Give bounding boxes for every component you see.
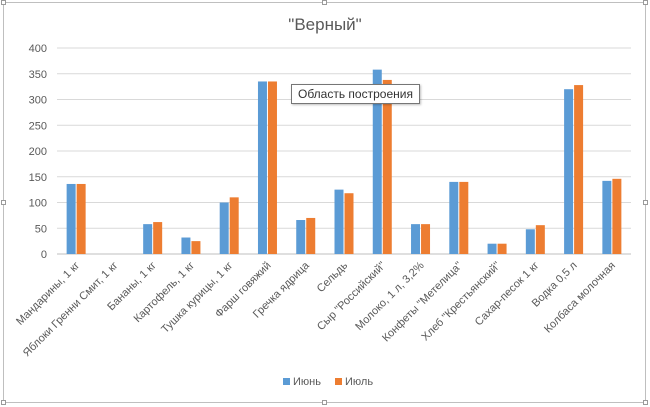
bar[interactable] — [344, 193, 354, 254]
bar[interactable] — [334, 189, 344, 254]
plot-area[interactable] — [66, 69, 622, 255]
bar[interactable] — [219, 202, 229, 255]
bar[interactable] — [372, 69, 382, 254]
y-tick-label: 150 — [29, 172, 47, 184]
bar[interactable] — [612, 178, 622, 254]
x-tick-label: Сыр "Российский" — [315, 260, 388, 333]
gridlines — [57, 47, 631, 255]
y-tick-label: 300 — [29, 95, 47, 107]
bar[interactable] — [487, 243, 497, 254]
resize-handle-top-right[interactable] — [643, 0, 648, 5]
x-tick-label: Мандарины, 1 кг — [14, 260, 82, 328]
tooltip: Область построения — [291, 84, 420, 104]
bar[interactable] — [411, 224, 421, 254]
bar[interactable] — [306, 217, 316, 254]
legend-label: Июнь — [293, 376, 321, 388]
bar[interactable] — [181, 237, 191, 254]
y-tick-label: 50 — [35, 223, 47, 235]
y-axis-ticks: 0 50 100 150 200 250 300 350 400 — [29, 43, 47, 261]
bar[interactable] — [459, 181, 469, 254]
bar[interactable] — [229, 197, 239, 254]
legend[interactable]: Июнь Июль — [283, 376, 373, 388]
resize-handle-top-left[interactable] — [1, 0, 6, 5]
resize-handle-bottom-left[interactable] — [1, 400, 6, 405]
bar[interactable] — [602, 180, 612, 254]
bar[interactable] — [449, 181, 459, 254]
y-tick-label: 350 — [29, 69, 47, 81]
bar[interactable] — [497, 243, 507, 254]
legend-swatch — [335, 378, 342, 385]
bar[interactable] — [66, 183, 76, 254]
resize-handle-bottom-right[interactable] — [643, 400, 648, 405]
y-tick-label: 100 — [29, 198, 47, 210]
x-tick-label: Тушка курицы, 1 кг — [159, 260, 235, 336]
resize-handle-top[interactable] — [322, 0, 327, 5]
bar[interactable] — [191, 241, 201, 254]
bar[interactable] — [153, 222, 163, 254]
chart-title[interactable]: "Верный" — [288, 15, 361, 34]
resize-handle-bottom[interactable] — [322, 400, 327, 405]
bar[interactable] — [535, 225, 545, 254]
y-tick-label: 200 — [29, 146, 47, 158]
y-tick-label: 0 — [41, 249, 47, 261]
y-tick-label: 250 — [29, 120, 47, 132]
bar[interactable] — [76, 183, 86, 254]
bar[interactable] — [421, 224, 431, 254]
bar[interactable] — [257, 81, 267, 254]
x-tick-label: Молоко, 1 л, 3,2% — [353, 259, 427, 333]
bar[interactable] — [143, 224, 153, 254]
x-tick-label: Сельдь — [315, 259, 351, 295]
x-tick-label: Колбаса молочная — [542, 260, 618, 336]
bar[interactable] — [574, 85, 584, 254]
bar[interactable] — [564, 89, 574, 254]
resize-handle-right[interactable] — [643, 200, 648, 205]
legend-swatch — [283, 378, 290, 385]
bar[interactable] — [525, 229, 535, 254]
resize-handle-left[interactable] — [1, 200, 6, 205]
bar[interactable] — [382, 79, 392, 255]
bar[interactable] — [296, 220, 306, 254]
bar[interactable] — [267, 81, 277, 254]
y-tick-label: 400 — [29, 43, 47, 55]
legend-label: Июль — [345, 376, 373, 388]
